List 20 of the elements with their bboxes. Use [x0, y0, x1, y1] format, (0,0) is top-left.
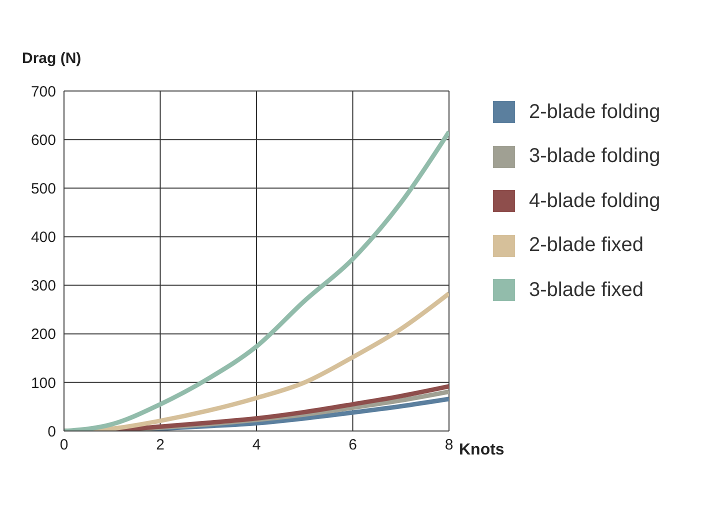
- y-tick-label: 500: [30, 180, 56, 198]
- x-tick-label: 2: [156, 436, 164, 454]
- y-tick-label: 100: [30, 374, 56, 392]
- legend-label: 4-blade folding: [529, 190, 660, 213]
- legend-label: 3-blade folding: [529, 145, 660, 168]
- legend-label: 3-blade fixed: [529, 278, 644, 302]
- x-tick-label: 8: [444, 436, 454, 454]
- y-tick-label: 0: [48, 423, 56, 440]
- legend-label: 2-blade folding: [529, 100, 660, 124]
- x-tick-label: 4: [252, 436, 261, 454]
- x-tick-label: 0: [60, 436, 68, 454]
- y-tick-label: 600: [30, 132, 56, 149]
- y-tick-label: 700: [30, 83, 56, 100]
- x-tick-label: 6: [348, 436, 357, 454]
- y-axis-title: Drag (N): [22, 50, 82, 67]
- y-tick-label: 300: [30, 278, 56, 295]
- x-axis-title: Knots: [459, 442, 504, 459]
- y-tick-label: 200: [30, 326, 56, 344]
- y-tick-label: 400: [30, 229, 56, 246]
- legend-label: 2-blade fixed: [529, 234, 644, 258]
